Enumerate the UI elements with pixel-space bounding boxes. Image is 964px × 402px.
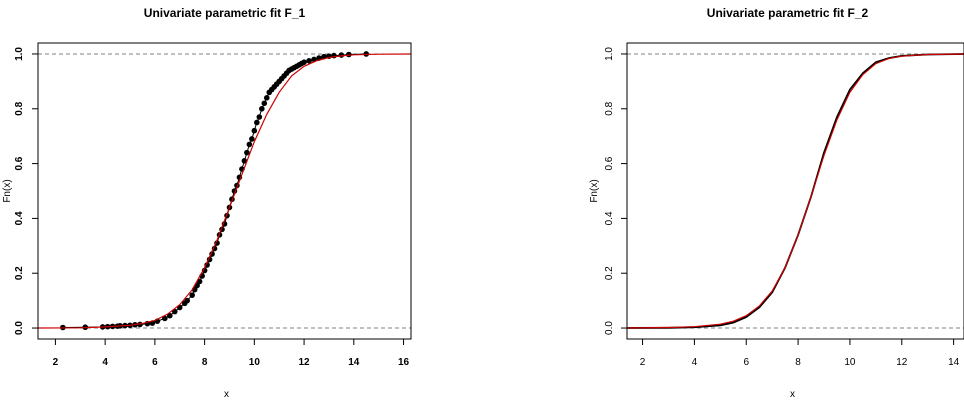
empirical-point (301, 59, 307, 65)
x-tick-label: 4 (102, 357, 108, 368)
y-axis-label: Fn(x) (2, 179, 13, 202)
x-tick-label: 10 (844, 357, 856, 368)
chart-title: Univariate parametric fit F_1 (144, 6, 306, 20)
x-axis-label: x (790, 389, 795, 400)
y-tick-label: 0.0 (604, 321, 615, 335)
y-tick-label: 1.0 (604, 47, 615, 61)
y-tick-label: 0.2 (14, 266, 25, 280)
plot-panel-f1: Univariate parametric fit F_1 2 4 6 8 10 12 14 1… (2, 6, 412, 400)
empirical-point (246, 141, 253, 148)
x-tick-label: 2 (53, 357, 59, 368)
empirical-point (251, 127, 258, 134)
y-tick-label: 0.2 (604, 266, 615, 280)
x-tick-label: 4 (692, 357, 698, 368)
empirical-point (254, 119, 260, 126)
empirical-point (306, 58, 312, 64)
y-tick-label: 1.0 (14, 47, 25, 61)
y-tick-label: 0.8 (14, 101, 25, 115)
x-tick-label: 6 (743, 357, 749, 368)
y-tick-label: 0.4 (604, 211, 615, 225)
empirical-point (166, 312, 173, 319)
y-tick-label: 0.6 (604, 156, 615, 170)
y-tick-label: 0.8 (604, 101, 615, 115)
plot-border (626, 42, 964, 340)
empirical-point (162, 315, 168, 322)
empirical-cdf-line (626, 53, 964, 329)
empirical-point (261, 100, 268, 107)
chart-title: Univariate parametric fit F_2 (707, 6, 869, 20)
empirical-point (249, 136, 255, 142)
plot-panel-f2: Univariate parametric fit F_2 2 4 6 8 10 12 14 0… (589, 6, 964, 400)
x-tick-label: 10 (249, 357, 261, 368)
y-tick-label: 0.6 (14, 156, 25, 170)
x-tick-label: 12 (299, 357, 311, 368)
empirical-point (259, 105, 265, 112)
empirical-cdf-line (62, 53, 367, 328)
empirical-point (189, 292, 195, 298)
x-tick-label: 6 (152, 357, 158, 368)
empirical-point (244, 149, 250, 156)
x-tick-label: 2 (640, 357, 646, 368)
x-tick-label: 14 (948, 357, 960, 368)
y-axis-label: Fn(x) (589, 179, 600, 202)
x-tick-label: 16 (398, 357, 410, 368)
y-tick-label: 0.0 (14, 321, 25, 335)
x-tick-label: 8 (795, 357, 801, 368)
empirical-point (263, 95, 270, 101)
empirical-point (241, 158, 248, 164)
fitted-cdf-line (37, 53, 412, 329)
x-tick-label: 8 (202, 357, 208, 368)
x-axis-label: x (224, 389, 229, 400)
x-tick-label: 12 (896, 357, 908, 368)
empirical-point (184, 297, 190, 304)
empirical-point (256, 114, 263, 120)
fitted-cdf-line (626, 53, 964, 329)
plot-border (37, 42, 412, 340)
y-tick-label: 0.4 (14, 211, 25, 225)
empirical-point (338, 52, 345, 58)
x-tick-label: 14 (348, 357, 360, 368)
